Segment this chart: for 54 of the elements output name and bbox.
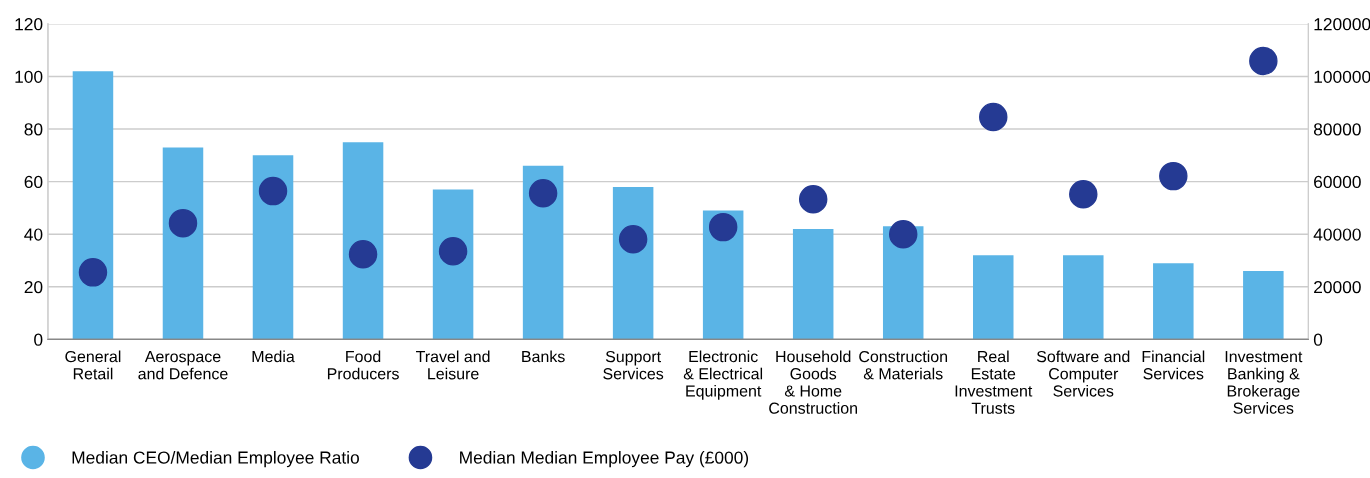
x-tick-label: Financial Services xyxy=(1142,350,1205,380)
bar xyxy=(792,228,834,340)
point xyxy=(528,178,558,208)
point xyxy=(1069,180,1098,209)
x-tick-label: Investment Banking & Brokerage Services xyxy=(1225,351,1303,414)
point xyxy=(888,219,918,249)
x-tick-label: Construction & Materials xyxy=(859,350,948,380)
bar xyxy=(342,142,384,340)
x-tick-label: Aerospace and Defence xyxy=(138,351,228,380)
point xyxy=(979,102,1008,132)
legend-label: Median Median Employee Pay (£000) xyxy=(460,450,749,468)
bar xyxy=(162,147,204,340)
x-tick-label: Support Services xyxy=(603,350,664,380)
x-tick-label: Household Goods & Home Construction xyxy=(769,350,857,414)
x-tick-label: Real Estate Investment Trusts xyxy=(955,350,1033,414)
bar xyxy=(1153,263,1194,340)
y2-tick-label: 40000 xyxy=(1313,228,1361,241)
x-tick-label: Electronic & Electrical Equipment xyxy=(683,350,763,400)
y-tick-label: 0 xyxy=(34,333,43,346)
y2-tick-label: 80000 xyxy=(1313,123,1361,136)
y-tick-label: 40 xyxy=(24,228,43,241)
y-tick-label: 60 xyxy=(24,175,43,189)
bar xyxy=(72,71,114,340)
bar xyxy=(252,155,294,340)
x-tick-label: General Retail xyxy=(65,350,121,380)
x-tick-label: Travel and Leisure xyxy=(416,350,490,380)
point xyxy=(348,239,378,269)
x-tick-label: Software and Computer Services xyxy=(1036,350,1130,397)
y2-tick-label: 20000 xyxy=(1314,280,1361,294)
y-tick-label: 120 xyxy=(15,18,43,31)
point xyxy=(78,258,108,287)
x-tick-label: Media xyxy=(252,350,295,363)
legend-label: Median CEO/Median Employee Ratio xyxy=(72,450,359,468)
y-tick-label: 80 xyxy=(24,123,43,136)
point xyxy=(1159,161,1188,191)
point xyxy=(618,224,648,254)
y2-tick-label: 100000 xyxy=(1314,70,1370,83)
point xyxy=(168,208,198,238)
point xyxy=(258,176,288,206)
y-tick-label: 100 xyxy=(15,70,43,83)
bar xyxy=(1063,255,1104,340)
x-tick-label: Banks xyxy=(522,350,565,363)
bar xyxy=(972,255,1014,340)
point xyxy=(1249,46,1278,76)
y-tick-label: 20 xyxy=(24,280,43,294)
point xyxy=(798,185,828,214)
x-tick-label: Food Producers xyxy=(327,350,399,380)
y2-tick-label: 60000 xyxy=(1314,175,1361,189)
y2-tick-label: 120000 xyxy=(1314,18,1370,31)
point xyxy=(438,237,468,266)
bar xyxy=(1243,271,1284,340)
bar xyxy=(522,165,564,340)
y2-tick-label: 0 xyxy=(1313,333,1323,346)
point xyxy=(708,212,738,242)
